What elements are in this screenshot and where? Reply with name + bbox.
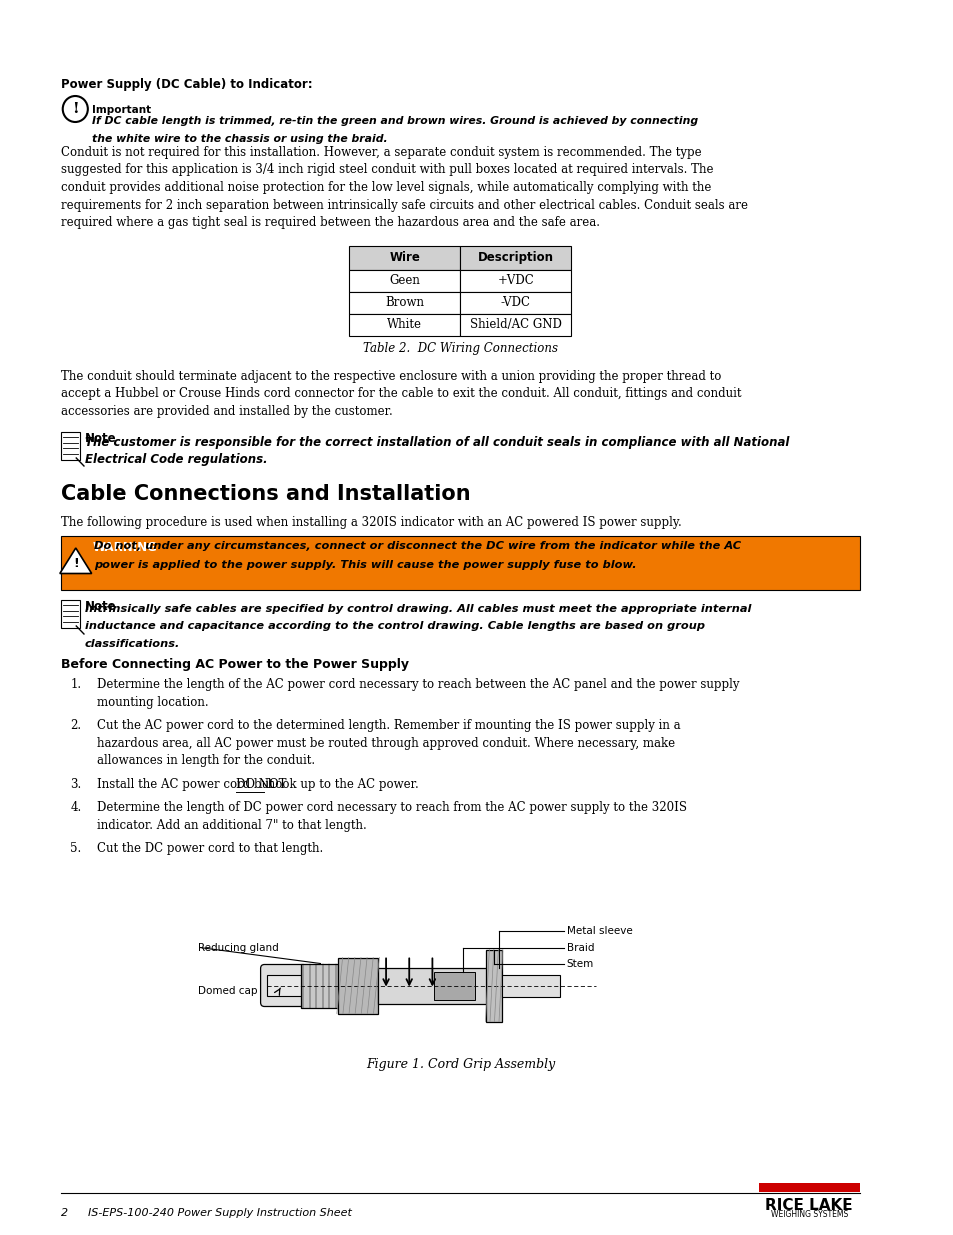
Text: Description: Description [477, 251, 554, 264]
Text: hazardous area, all AC power must be routed through approved conduit. Where nece: hazardous area, all AC power must be rou… [97, 736, 675, 750]
Text: Shield/AC GND: Shield/AC GND [470, 317, 561, 331]
Text: accessories are provided and installed by the customer.: accessories are provided and installed b… [61, 405, 392, 417]
Text: Intrinsically safe cables are specified by control drawing. All cables must meet: Intrinsically safe cables are specified … [85, 604, 751, 614]
Text: accept a Hubbel or Crouse Hinds cord connector for the cable to exit the conduit: accept a Hubbel or Crouse Hinds cord con… [61, 387, 740, 400]
Text: power is applied to the power supply. This will cause the power supply fuse to b: power is applied to the power supply. Th… [93, 561, 636, 571]
Text: Note: Note [85, 432, 116, 445]
Text: Reducing gland: Reducing gland [197, 942, 278, 952]
Text: Note: Note [85, 600, 116, 613]
Polygon shape [60, 548, 91, 573]
Text: Domed cap: Domed cap [197, 986, 257, 995]
Text: !: ! [71, 103, 78, 116]
FancyBboxPatch shape [460, 246, 571, 269]
Text: Metal sleeve: Metal sleeve [566, 925, 632, 935]
Text: RICE LAKE: RICE LAKE [764, 1198, 852, 1213]
FancyBboxPatch shape [460, 291, 571, 314]
Text: Table 2.  DC Wiring Connections: Table 2. DC Wiring Connections [362, 342, 558, 354]
Text: Install the AC power cord but: Install the AC power cord but [97, 778, 277, 790]
Text: 4.: 4. [71, 802, 82, 814]
Text: Cut the DC power cord to that length.: Cut the DC power cord to that length. [97, 842, 323, 855]
FancyBboxPatch shape [501, 974, 559, 997]
Text: Do not, under any circumstances, connect or disconnect the DC wire from the indi: Do not, under any circumstances, connect… [93, 541, 740, 551]
Text: Wire: Wire [389, 251, 420, 264]
Text: conduit provides additional noise protection for the low level signals, while au: conduit provides additional noise protec… [61, 182, 710, 194]
Text: Braid: Braid [566, 942, 594, 952]
Text: WARNING: WARNING [92, 541, 157, 555]
Text: requirements for 2 inch separation between intrinsically safe circuits and other: requirements for 2 inch separation betwe… [61, 199, 747, 211]
FancyBboxPatch shape [434, 972, 475, 999]
Text: suggested for this application is 3/4 inch rigid steel conduit with pull boxes l: suggested for this application is 3/4 in… [61, 163, 713, 177]
Text: DO NOT: DO NOT [236, 778, 287, 790]
FancyBboxPatch shape [349, 246, 460, 269]
FancyBboxPatch shape [61, 536, 859, 590]
Text: 1.: 1. [71, 678, 82, 692]
Text: 5.: 5. [71, 842, 82, 855]
Text: +VDC: +VDC [497, 274, 534, 287]
Text: Determine the length of the AC power cord necessary to reach between the AC pane: Determine the length of the AC power cor… [97, 678, 740, 692]
Text: WEIGHING SYSTEMS: WEIGHING SYSTEMS [770, 1210, 847, 1219]
Text: Important: Important [91, 105, 151, 115]
Text: classifications.: classifications. [85, 638, 180, 648]
Text: The following procedure is used when installing a 320IS indicator with an AC pow: The following procedure is used when ins… [61, 516, 680, 529]
Text: required where a gas tight seal is required between the hazardous area and the s: required where a gas tight seal is requi… [61, 216, 599, 228]
FancyBboxPatch shape [349, 314, 460, 336]
Text: Power Supply (DC Cable) to Indicator:: Power Supply (DC Cable) to Indicator: [61, 78, 312, 91]
FancyBboxPatch shape [349, 291, 460, 314]
Text: 3.: 3. [71, 778, 82, 790]
FancyBboxPatch shape [267, 974, 374, 995]
Text: mounting location.: mounting location. [97, 695, 209, 709]
Text: Conduit is not required for this installation. However, a separate conduit syste: Conduit is not required for this install… [61, 146, 700, 159]
FancyBboxPatch shape [61, 600, 80, 629]
FancyBboxPatch shape [349, 269, 460, 291]
Text: Determine the length of DC power cord necessary to reach from the AC power suppl: Determine the length of DC power cord ne… [97, 802, 687, 814]
Text: 2: 2 [61, 1208, 68, 1218]
FancyBboxPatch shape [486, 950, 501, 1021]
Text: indicator. Add an additional 7" to that length.: indicator. Add an additional 7" to that … [97, 819, 367, 831]
FancyBboxPatch shape [378, 967, 498, 1004]
Text: The conduit should terminate adjacent to the respective enclosure with a union p: The conduit should terminate adjacent to… [61, 369, 720, 383]
Text: Brown: Brown [385, 296, 424, 309]
Text: If DC cable length is trimmed, re-tin the green and brown wires. Ground is achie: If DC cable length is trimmed, re-tin th… [91, 116, 697, 126]
FancyBboxPatch shape [460, 269, 571, 291]
Text: Geen: Geen [389, 274, 420, 287]
Text: The customer is responsible for the correct installation of all conduit seals in: The customer is responsible for the corr… [85, 436, 788, 448]
Text: IS-EPS-100-240 Power Supply Instruction Sheet: IS-EPS-100-240 Power Supply Instruction … [88, 1208, 352, 1218]
FancyBboxPatch shape [460, 314, 571, 336]
FancyBboxPatch shape [61, 432, 80, 459]
Text: White: White [387, 317, 422, 331]
Text: Before Connecting AC Power to the Power Supply: Before Connecting AC Power to the Power … [61, 658, 409, 671]
Text: Cable Connections and Installation: Cable Connections and Installation [61, 484, 470, 504]
Text: !: ! [72, 557, 78, 571]
Text: Cut the AC power cord to the determined length. Remember if mounting the IS powe: Cut the AC power cord to the determined … [97, 719, 680, 732]
FancyBboxPatch shape [758, 1183, 859, 1192]
Text: allowances in length for the conduit.: allowances in length for the conduit. [97, 755, 315, 767]
Text: the white wire to the chassis or using the braid.: the white wire to the chassis or using t… [91, 133, 387, 143]
Text: Figure 1. Cord Grip Assembly: Figure 1. Cord Grip Assembly [365, 1057, 555, 1071]
Text: Electrical Code regulations.: Electrical Code regulations. [85, 453, 267, 466]
FancyBboxPatch shape [301, 963, 337, 1008]
Text: 2.: 2. [71, 719, 82, 732]
Text: Stem: Stem [566, 958, 593, 968]
Text: -VDC: -VDC [500, 296, 530, 309]
Text: hook up to the AC power.: hook up to the AC power. [264, 778, 418, 790]
Text: inductance and capacitance according to the control drawing. Cable lengths are b: inductance and capacitance according to … [85, 621, 704, 631]
FancyBboxPatch shape [337, 957, 378, 1014]
FancyBboxPatch shape [260, 965, 305, 1007]
